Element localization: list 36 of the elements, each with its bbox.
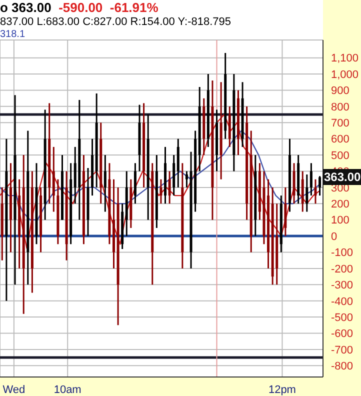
- y-tick-label: -200: [331, 263, 354, 276]
- y-tick-label: -400: [331, 296, 354, 308]
- x-tick-label: 10am: [54, 384, 82, 396]
- y-tick-label: 1,000: [331, 68, 359, 81]
- candlestick: [306, 174, 308, 212]
- y-tick-label: -500: [331, 312, 354, 324]
- text: -61.91%: [110, 0, 158, 15]
- text: -590.00: [58, 0, 103, 15]
- y-tick-label: 0: [331, 230, 338, 243]
- y-tick-label: -100: [331, 247, 354, 260]
- y-tick-label: 900: [331, 85, 350, 98]
- candlestick: [314, 178, 317, 204]
- line-series: [0, 130, 320, 220]
- y-tick-label: -600: [331, 328, 354, 340]
- annotation: 318.1: [0, 29, 26, 40]
- x-tick-label: Wed: [2, 384, 26, 396]
- y-tick-label: 1,100: [331, 52, 359, 65]
- candlestick: [185, 170, 188, 188]
- text: o 363.00: [0, 0, 52, 15]
- candlestick: [160, 178, 162, 204]
- candlestick: [318, 175, 322, 196]
- candlestick: [168, 170, 171, 204]
- y-tick-label: 100: [331, 214, 350, 227]
- y-tick-label: -300: [331, 280, 354, 292]
- y-tick-label: -700: [331, 344, 354, 356]
- x-tick-label: 12pm: [268, 384, 296, 396]
- y-tick-label: -800: [331, 360, 354, 373]
- candlestick: [104, 154, 106, 212]
- candlestick: [310, 162, 312, 196]
- text: 837.00 L:683.00 C:827.00 R:154.00 Y:-818.795: [0, 16, 231, 28]
- y-tick-label: 500: [331, 150, 350, 162]
- y-tick-label: 700: [331, 118, 350, 130]
- y-tick-label: 200: [331, 198, 350, 211]
- y-tick-label: 800: [331, 101, 350, 114]
- annotation: 363.00: [323, 169, 361, 186]
- y-tick-label: 600: [331, 134, 350, 146]
